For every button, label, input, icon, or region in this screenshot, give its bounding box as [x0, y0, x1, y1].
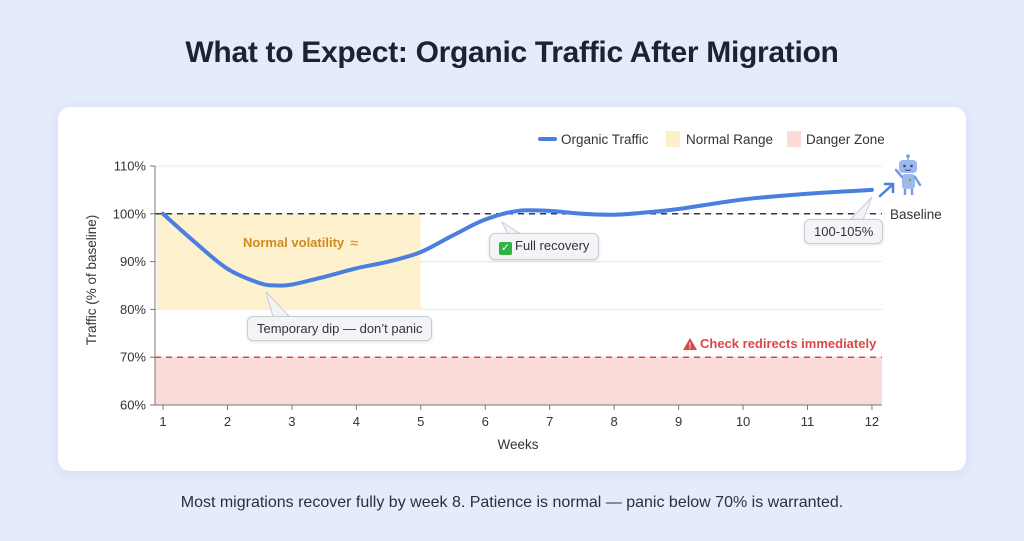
- x-tick-label: 3: [288, 414, 295, 429]
- arrow-icon: [878, 182, 895, 198]
- x-tick-label: 2: [224, 414, 231, 429]
- y-tick-label: 100%: [113, 206, 147, 221]
- organic-traffic-line: [161, 187, 874, 288]
- normal-volatility-label: Normal volatility: [243, 235, 345, 250]
- legend-label-normal-range: Normal Range: [686, 132, 773, 147]
- page-title: What to Expect: Organic Traffic After Mi…: [185, 36, 839, 69]
- normal-range-band: [157, 213, 421, 310]
- normal-volatility-annotation: Normal volatility ≈: [243, 235, 358, 252]
- x-tick-label: 6: [482, 414, 489, 429]
- y-tick-label: 60%: [120, 398, 146, 413]
- temporary-dip-text: Temporary dip — don’t panic: [257, 321, 423, 336]
- legend-swatch-normal-range: [666, 131, 680, 147]
- legend-label-danger-zone: Danger Zone: [806, 132, 885, 147]
- warning-icon: [683, 338, 697, 350]
- danger-warning-annotation: ! Check redirects immediately: [683, 336, 877, 351]
- y-tick-label: 80%: [120, 302, 146, 317]
- x-tick-label: 1: [159, 414, 166, 429]
- y-tick-labels: 60% 70% 80% 90% 100% 110%: [113, 159, 155, 413]
- baseline-label: Baseline: [890, 207, 942, 222]
- x-tick-label: 8: [611, 414, 618, 429]
- x-tick-label: 11: [801, 414, 815, 429]
- range-text: 100-105%: [814, 224, 874, 239]
- check-redirects-label: Check redirects immediately: [700, 336, 877, 351]
- range-callout: 100-105%: [804, 219, 884, 244]
- x-tick-label: 5: [417, 414, 424, 429]
- x-tick-labels: 1 2 3 4 5 6 7 8 9 10 11 12: [159, 405, 879, 429]
- x-tick-label: 10: [736, 414, 750, 429]
- check-icon: ✓: [499, 242, 512, 255]
- temporary-dip-callout: Temporary dip — don’t panic: [247, 316, 433, 341]
- x-tick-label: 12: [865, 414, 879, 429]
- x-tick-label: 9: [675, 414, 682, 429]
- legend-label-organic-traffic: Organic Traffic: [561, 132, 649, 147]
- y-axis-label: Traffic (% of baseline): [84, 215, 99, 346]
- x-tick-label: 4: [353, 414, 360, 429]
- y-tick-label: 70%: [120, 350, 146, 365]
- y-tick-label: 90%: [120, 254, 146, 269]
- x-tick-label: 7: [546, 414, 553, 429]
- y-tick-label: 110%: [114, 159, 147, 174]
- robot-mascot-icon: [894, 154, 922, 195]
- danger-zone-band: [155, 357, 882, 405]
- range-callout-pointer: [848, 196, 873, 221]
- legend: Organic Traffic Normal Range Danger Zone: [538, 131, 885, 147]
- svg-text:!: !: [689, 342, 692, 351]
- full-recovery-text: Full recovery: [515, 238, 590, 253]
- x-axis-label: Weeks: [497, 437, 538, 452]
- legend-swatch-danger-zone: [787, 131, 801, 147]
- full-recovery-callout: ✓ Full recovery: [489, 233, 600, 260]
- caption: Most migrations recover fully by week 8.…: [180, 494, 844, 511]
- axes: [154, 166, 882, 406]
- approx-icon: ≈: [350, 235, 358, 252]
